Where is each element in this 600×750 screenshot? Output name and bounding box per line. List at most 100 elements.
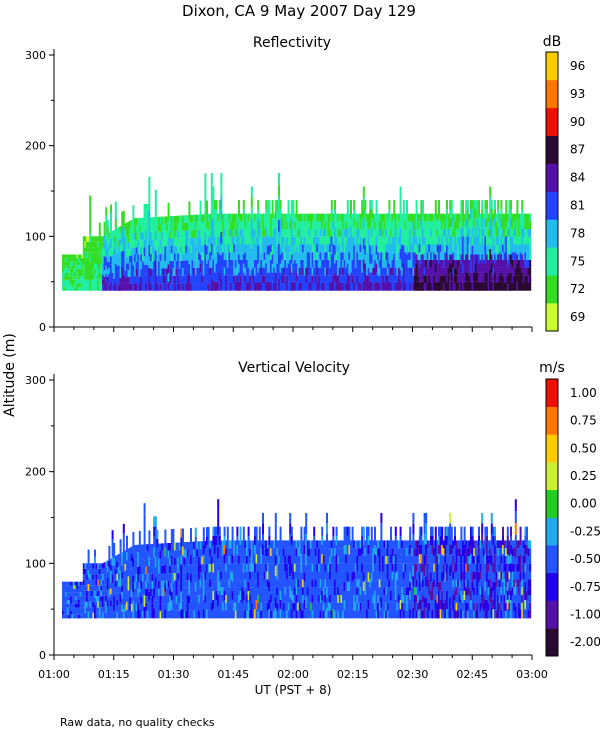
heatmap-cell (174, 588, 176, 596)
heatmap-cell (279, 545, 282, 555)
heatmap-cell (375, 263, 378, 273)
heatmap-cell (310, 540, 312, 549)
heatmap-cell (311, 610, 314, 619)
heatmap-cell (94, 285, 96, 291)
heatmap-cell (212, 572, 215, 582)
heatmap-cell (191, 610, 194, 619)
heatmap-cell (234, 556, 237, 564)
heatmap-cell (98, 283, 101, 291)
heatmap-cell (82, 252, 85, 259)
heatmap-cell (377, 548, 380, 556)
heatmap-cell (247, 221, 250, 230)
heatmap-cell (497, 200, 500, 210)
heatmap-cell (348, 600, 351, 610)
heatmap-cell (273, 556, 276, 564)
heatmap-cell (354, 571, 357, 580)
heatmap-cell (351, 283, 354, 291)
heatmap-cell (217, 499, 220, 512)
heatmap-cell (502, 283, 504, 291)
heatmap-cell (63, 258, 66, 262)
heatmap-cell (292, 263, 295, 273)
heatmap-cell (231, 252, 234, 260)
heatmap-cell (129, 276, 132, 284)
heatmap-cell (110, 564, 112, 571)
heatmap-cell (495, 283, 498, 291)
heatmap-cell (76, 592, 79, 597)
heatmap-cell (324, 548, 327, 556)
heatmap-cell (148, 279, 151, 291)
heatmap-cell (303, 590, 306, 600)
heatmap-cell (375, 563, 378, 572)
heatmap-cell (154, 220, 157, 231)
heatmap-cell (425, 252, 428, 260)
heatmap-cell (207, 237, 210, 245)
heatmap-cell (190, 222, 192, 231)
heatmap-cell (82, 241, 85, 248)
heatmap-cell (465, 272, 468, 282)
heatmap-cell (343, 283, 346, 291)
heatmap-cell (98, 249, 101, 257)
heatmap-cell (201, 556, 204, 565)
heatmap-cell (166, 238, 168, 247)
heatmap-cell (354, 213, 357, 222)
heatmap-cell (212, 609, 215, 619)
heatmap-cell (502, 267, 504, 276)
heatmap-cell (87, 258, 90, 264)
heatmap-cell (412, 221, 415, 230)
heatmap-cell (378, 556, 381, 564)
heatmap-cell (372, 548, 375, 556)
heatmap-cell (231, 609, 234, 619)
heatmap-cell (519, 259, 522, 268)
heatmap-cell (66, 283, 69, 288)
heatmap-cell (239, 590, 242, 600)
heatmap-cell (382, 213, 384, 222)
heatmap-cell (297, 587, 300, 595)
heatmap-cell (148, 548, 151, 557)
heatmap-cell (372, 610, 375, 619)
heatmap-cell (255, 545, 258, 555)
heatmap-cell (228, 283, 231, 291)
heatmap-cell (294, 213, 296, 222)
heatmap-cell (487, 244, 490, 253)
heatmap-cell (134, 232, 136, 240)
heatmap-cell (204, 571, 207, 580)
heatmap-cell (90, 258, 93, 264)
heatmap-cell (102, 236, 104, 242)
heatmap-cell (300, 609, 303, 619)
heatmap-cell (511, 283, 514, 291)
heatmap-cell (348, 213, 351, 222)
heatmap-cell (198, 245, 200, 253)
heatmap-cell (276, 272, 279, 282)
heatmap-cell (511, 236, 514, 245)
heatmap-cell (321, 229, 324, 237)
heatmap-cell (366, 283, 368, 291)
heatmap-cell (198, 564, 200, 573)
heatmap-cell (417, 221, 420, 230)
heatmap-cell (260, 283, 263, 291)
heatmap-cell (177, 253, 180, 261)
heatmap-cell (108, 574, 111, 583)
heatmap-cell (78, 265, 80, 269)
heatmap-cell (142, 283, 144, 291)
heatmap-cell (278, 184, 280, 197)
heatmap-cell (150, 283, 152, 291)
heatmap-cell (252, 236, 255, 245)
heatmap-cell (340, 579, 343, 588)
heatmap-cell (446, 218, 448, 228)
heatmap-cell (444, 221, 447, 230)
heatmap-cell (111, 230, 114, 237)
heatmap-cell (409, 236, 412, 245)
heatmap-cell (308, 244, 311, 253)
heatmap-cell (529, 229, 532, 237)
heatmap-cell (466, 254, 469, 264)
heatmap-cell (316, 602, 319, 611)
heatmap-cell (473, 200, 476, 210)
heatmap-cell (150, 588, 152, 596)
heatmap-cell (508, 227, 511, 237)
heatmap-cell (81, 276, 84, 280)
heatmap-cell (498, 213, 501, 222)
heatmap-cell (190, 237, 192, 246)
heatmap-cell (316, 213, 319, 222)
heatmap-cell (366, 213, 368, 222)
